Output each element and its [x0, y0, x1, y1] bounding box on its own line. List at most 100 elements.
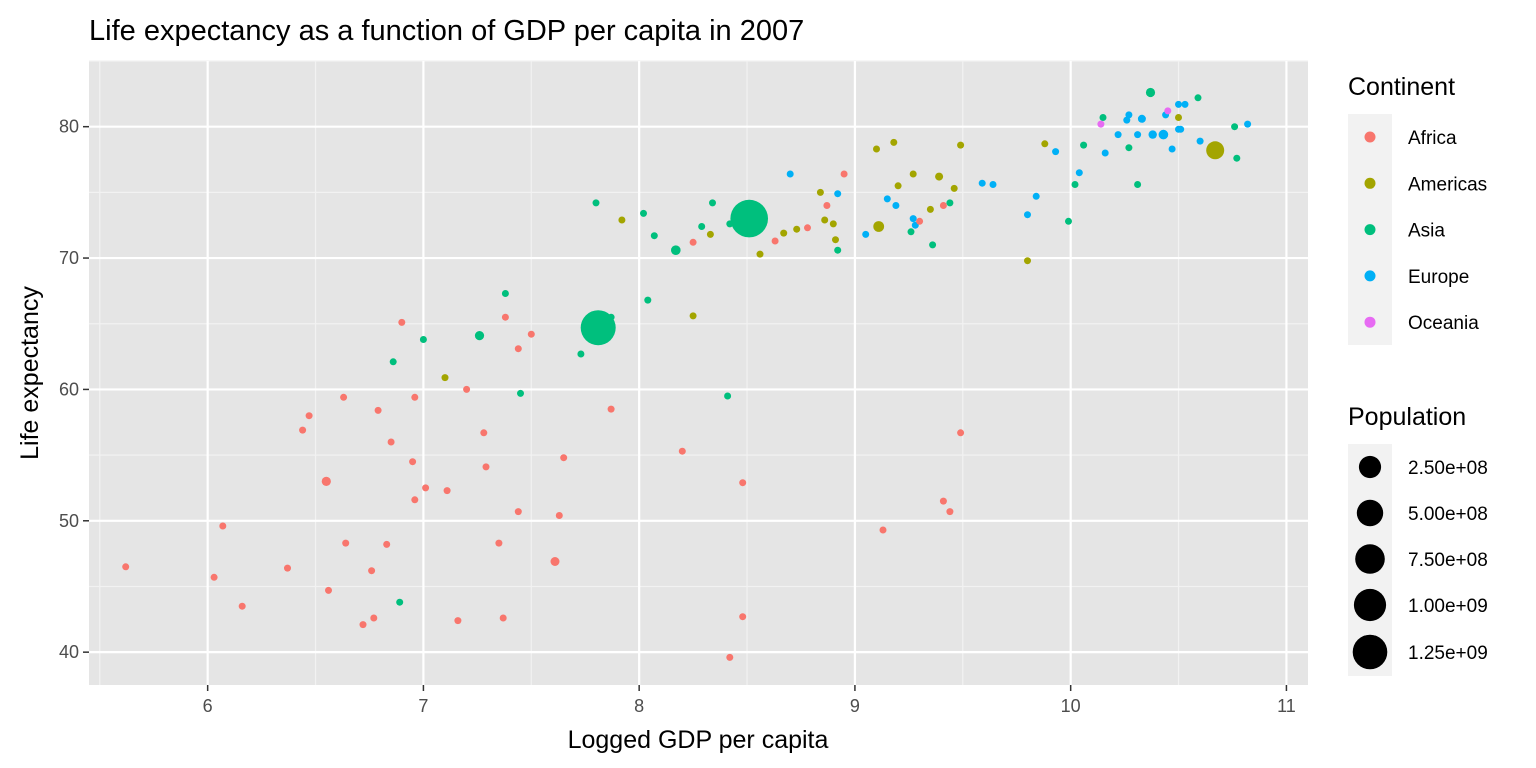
- data-point-africa: [422, 484, 430, 492]
- data-points: [122, 87, 1252, 661]
- population-legend-title: Population: [1348, 403, 1466, 431]
- legend-label-oceania: Oceania: [1408, 313, 1479, 334]
- data-point-europe: [1148, 130, 1157, 139]
- size-legend-label: 5.00e+08: [1408, 504, 1488, 525]
- data-point-asia: [724, 392, 732, 400]
- data-point-americas: [780, 229, 788, 237]
- data-point-americas: [816, 188, 824, 196]
- data-point-europe: [1114, 131, 1122, 139]
- data-point-africa: [823, 202, 831, 209]
- data-point-asia: [1071, 181, 1079, 188]
- data-point-europe: [883, 195, 891, 203]
- data-point-europe: [1052, 148, 1060, 156]
- size-legend-key: [1355, 544, 1385, 574]
- continent-legend-title: Continent: [1348, 73, 1455, 101]
- data-point-africa: [374, 406, 382, 414]
- data-point-africa: [550, 557, 560, 566]
- data-point-americas: [1206, 141, 1225, 160]
- legend-key-oceania: [1364, 316, 1376, 328]
- data-point-americas: [873, 145, 880, 153]
- x-tick-label: 9: [850, 696, 860, 716]
- data-point-europe: [1168, 145, 1176, 153]
- data-point-americas: [935, 172, 944, 181]
- data-point-europe: [892, 202, 900, 209]
- size-legend-label: 1.00e+09: [1408, 596, 1488, 617]
- data-point-oceania: [1164, 107, 1172, 115]
- data-point-africa: [482, 463, 490, 471]
- data-point-americas: [950, 184, 958, 192]
- x-tick-label: 11: [1277, 696, 1296, 716]
- data-point-africa: [527, 330, 535, 338]
- data-point-africa: [463, 385, 471, 393]
- data-point-asia: [946, 199, 954, 207]
- data-point-americas: [890, 138, 898, 146]
- data-point-americas: [926, 205, 934, 213]
- data-point-europe: [1024, 211, 1031, 219]
- data-point-europe: [834, 190, 842, 198]
- data-point-americas: [1041, 140, 1049, 148]
- major-gridlines: [89, 61, 1308, 685]
- size-legend-key: [1356, 499, 1384, 527]
- data-point-asia: [577, 350, 585, 358]
- data-point-europe: [1137, 114, 1146, 123]
- data-point-asia: [501, 290, 509, 297]
- size-legend-key: [1352, 634, 1388, 670]
- data-point-asia: [929, 241, 937, 249]
- data-point-americas: [821, 216, 829, 224]
- data-point-europe: [1158, 129, 1169, 140]
- data-point-africa: [560, 454, 568, 462]
- data-point-europe: [1177, 125, 1185, 133]
- data-point-europe: [1032, 192, 1040, 200]
- data-point-africa: [454, 617, 462, 625]
- data-point-americas: [689, 312, 697, 320]
- data-point-asia: [1233, 154, 1241, 162]
- data-point-africa: [321, 476, 331, 486]
- data-point-africa: [678, 447, 686, 455]
- data-point-europe: [1101, 149, 1109, 157]
- legend-label-africa: Africa: [1408, 128, 1457, 149]
- y-tick-label: 80: [59, 117, 79, 137]
- data-point-asia: [709, 199, 716, 207]
- data-point-asia: [907, 228, 915, 236]
- legend-key-europe: [1364, 270, 1376, 282]
- data-point-americas: [1175, 114, 1182, 121]
- data-point-africa: [122, 563, 130, 571]
- data-point-africa: [555, 512, 563, 519]
- data-point-africa: [495, 539, 503, 547]
- x-tick-label: 7: [418, 696, 428, 716]
- data-point-africa: [342, 539, 350, 547]
- data-point-africa: [480, 429, 488, 437]
- data-point-americas: [832, 236, 839, 244]
- data-point-africa: [771, 237, 779, 245]
- data-point-africa: [387, 438, 395, 446]
- data-point-asia: [580, 310, 616, 346]
- data-point-americas: [1024, 257, 1031, 265]
- data-point-africa: [299, 426, 307, 434]
- y-axis-title: Life expectancy: [16, 286, 44, 460]
- data-point-europe: [1134, 131, 1142, 139]
- minor-gridlines: [89, 60, 1308, 685]
- data-point-africa: [370, 614, 378, 622]
- data-point-asia: [389, 358, 397, 366]
- data-point-asia: [726, 220, 734, 228]
- y-tick-label: 60: [59, 379, 79, 399]
- data-point-europe: [786, 170, 794, 178]
- y-tick-label: 70: [59, 248, 79, 268]
- data-point-africa: [689, 238, 697, 246]
- data-point-africa: [501, 313, 509, 321]
- data-point-asia: [1065, 217, 1072, 225]
- data-point-africa: [325, 586, 332, 594]
- data-point-africa: [840, 170, 848, 178]
- data-point-asia: [1125, 144, 1133, 152]
- y-tick-label: 50: [59, 511, 79, 531]
- legend-key-americas: [1364, 177, 1376, 189]
- data-point-asia: [1134, 181, 1142, 188]
- legend-key-africa: [1364, 131, 1376, 143]
- data-point-asia: [419, 336, 427, 343]
- data-point-asia: [592, 199, 600, 207]
- data-point-asia: [1145, 87, 1156, 98]
- x-tick-label: 6: [203, 696, 213, 716]
- data-point-africa: [739, 479, 747, 487]
- data-point-africa: [514, 508, 522, 516]
